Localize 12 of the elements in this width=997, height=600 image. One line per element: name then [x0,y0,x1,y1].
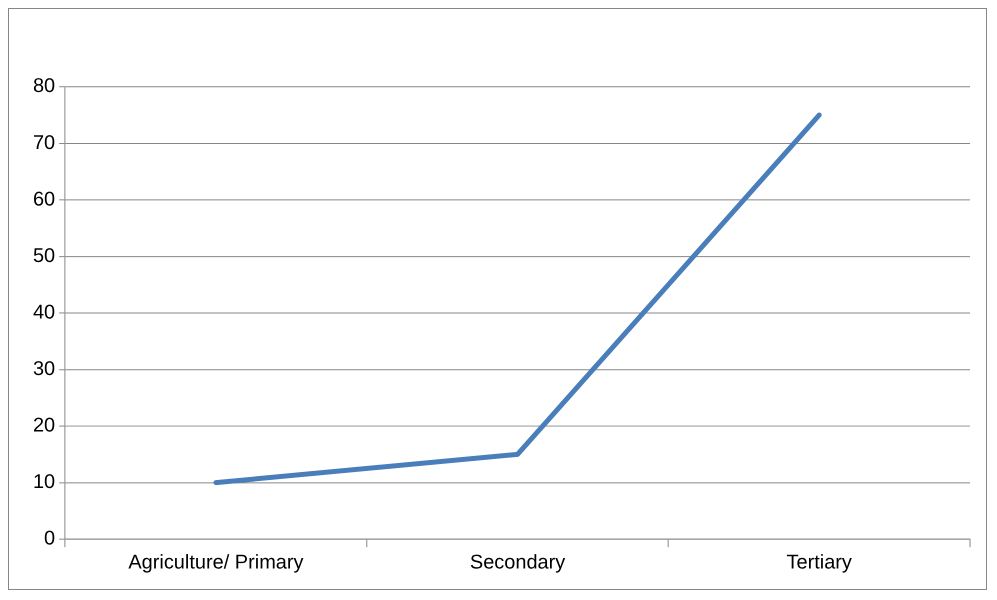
y-tick-label: 30 [32,358,56,380]
x-tick-label: Agriculture/ Primary [128,552,304,574]
y-tick-label: 20 [32,414,56,437]
y-tick-label: 80 [32,75,56,98]
y-tick-label: 0 [44,528,56,550]
y-tick-label: 40 [32,301,56,324]
x-tick-label: Tertiary [786,552,852,574]
y-tick-label: 10 [32,471,56,494]
y-tick-label: 50 [32,244,56,267]
y-tick-label: 60 [32,188,56,210]
y-tick-label: 70 [32,132,56,154]
x-tick-label: Secondary [470,552,566,574]
